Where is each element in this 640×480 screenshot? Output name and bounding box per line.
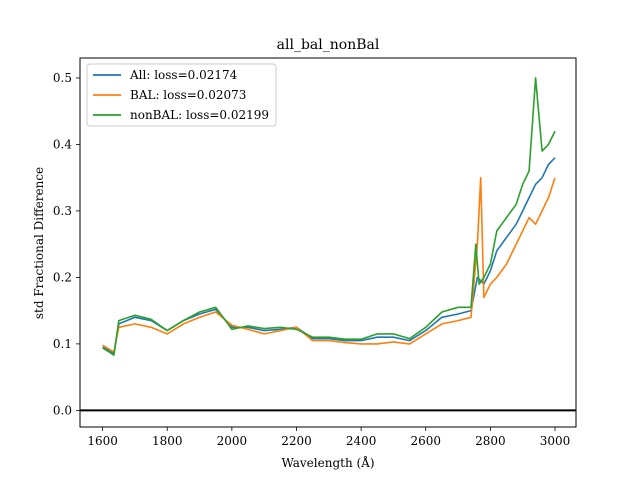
x-tick-label: 1600 [87,434,118,448]
series-line-2 [102,77,556,357]
x-tick-label: 2600 [410,434,441,448]
y-axis-label: std Fractional Difference [32,167,46,319]
x-axis: 1600 1800 2000 2200 2400 2600 2800 3000 [87,427,570,448]
legend-label: BAL: loss=0.02073 [130,88,246,102]
x-tick-label: 2000 [217,434,248,448]
chart-title: all_bal_nonBal [277,37,380,53]
series-line-1 [102,176,556,353]
y-tick-label: 0.4 [53,137,72,151]
plot-area [80,77,576,412]
legend-label: nonBAL: loss=0.02199 [130,108,269,122]
x-tick-label: 3000 [540,434,571,448]
series-line-0 [102,157,556,355]
y-axis: 0.0 0.1 0.2 0.3 0.4 0.5 [53,71,80,417]
y-tick-label: 0.2 [53,270,72,284]
x-axis-label: Wavelength (Å) [281,455,374,470]
x-tick-label: 1800 [152,434,183,448]
x-tick-label: 2200 [281,434,312,448]
legend-label: All: loss=0.02174 [129,68,238,82]
x-tick-label: 2400 [346,434,377,448]
x-tick-label: 2800 [475,434,506,448]
plot-frame [79,57,577,428]
y-tick-label: 0.0 [53,403,72,417]
legend: All: loss=0.02174 BAL: loss=0.02073 nonBAL… [86,63,277,127]
y-tick-label: 0.5 [53,71,72,85]
legend-box [86,63,277,127]
y-tick-label: 0.3 [53,204,72,218]
y-tick-label: 0.1 [53,337,72,351]
